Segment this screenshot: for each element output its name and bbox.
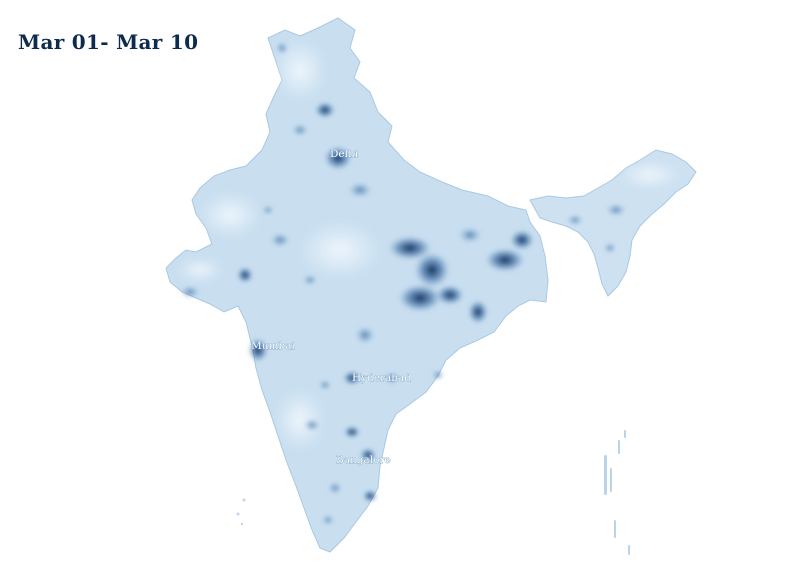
city-label: Delhi — [330, 148, 359, 160]
mainland-shape — [165, 17, 549, 553]
lakshadweep-islands — [236, 498, 246, 526]
city-marker-mumbai: Mumbai — [251, 340, 296, 353]
hotspot-layer — [180, 42, 626, 525]
city-label: Bangalore — [336, 454, 391, 466]
city-marker-delhi: Delhi — [330, 148, 359, 161]
city-label: Mumbai — [251, 340, 295, 352]
city-marker-hyderabad: Hyderabad — [352, 372, 412, 385]
andaman-islands — [604, 430, 630, 555]
city-label: Hyderabad — [352, 372, 411, 384]
light-terrain — [178, 40, 680, 450]
city-marker-bangalore: Bangalore — [336, 454, 391, 467]
map-title: Mar 01- Mar 10 — [18, 30, 199, 54]
